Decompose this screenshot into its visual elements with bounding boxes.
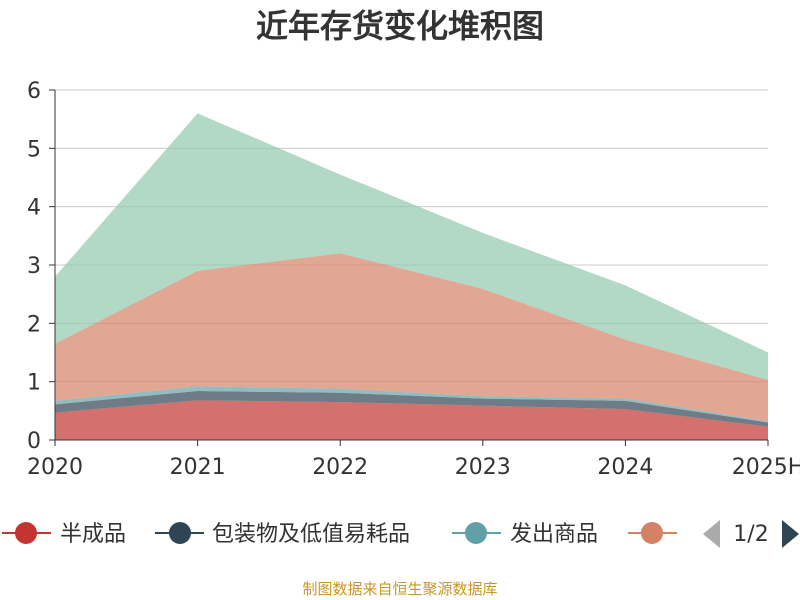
- series-area-3: [55, 386, 768, 423]
- legend-next-icon[interactable]: [782, 520, 799, 548]
- chart-title: 近年存货变化堆积图: [255, 7, 544, 45]
- legend-marker: [641, 522, 663, 544]
- y-tick-label: 5: [27, 137, 41, 162]
- axis-layer: 0 1 2 3 4 5 6 2020 2021 2022 2023 2024 2025H: [27, 79, 800, 480]
- legend-marker: [465, 522, 487, 544]
- x-tick-label: 2022: [312, 455, 368, 480]
- x-tick-label: 2020: [27, 455, 83, 480]
- y-tick-label: 2: [27, 312, 41, 337]
- y-tick-label: 1: [27, 371, 41, 396]
- x-tick-label: 2021: [170, 455, 226, 480]
- y-tick-label: 6: [27, 79, 41, 104]
- x-tick-label: 2024: [597, 455, 653, 480]
- x-tick-label: 2025H: [732, 455, 800, 480]
- legend-label: 发出商品: [510, 522, 598, 547]
- legend-marker: [15, 522, 37, 544]
- legend-prev-icon[interactable]: [703, 520, 720, 548]
- area-layer: [55, 113, 768, 440]
- legend-label: 包装物及低值易耗品: [212, 522, 410, 547]
- y-tick-label: 3: [27, 254, 41, 279]
- legend-marker: [169, 522, 191, 544]
- source-note: 制图数据来自恒生聚源数据库: [302, 580, 498, 598]
- legend-pager-label: 1/2: [733, 522, 768, 547]
- series-area-1: [55, 400, 768, 440]
- y-tick-label: 0: [27, 429, 41, 454]
- legend: 半成品 包装物及低值易耗品 发出商品 1/2: [2, 520, 799, 548]
- legend-label: 半成品: [60, 522, 126, 547]
- series-area-4: [55, 253, 768, 422]
- series-area-2: [55, 391, 768, 427]
- series-area-5: [55, 113, 768, 380]
- x-tick-label: 2023: [455, 455, 511, 480]
- y-tick-label: 4: [27, 196, 41, 221]
